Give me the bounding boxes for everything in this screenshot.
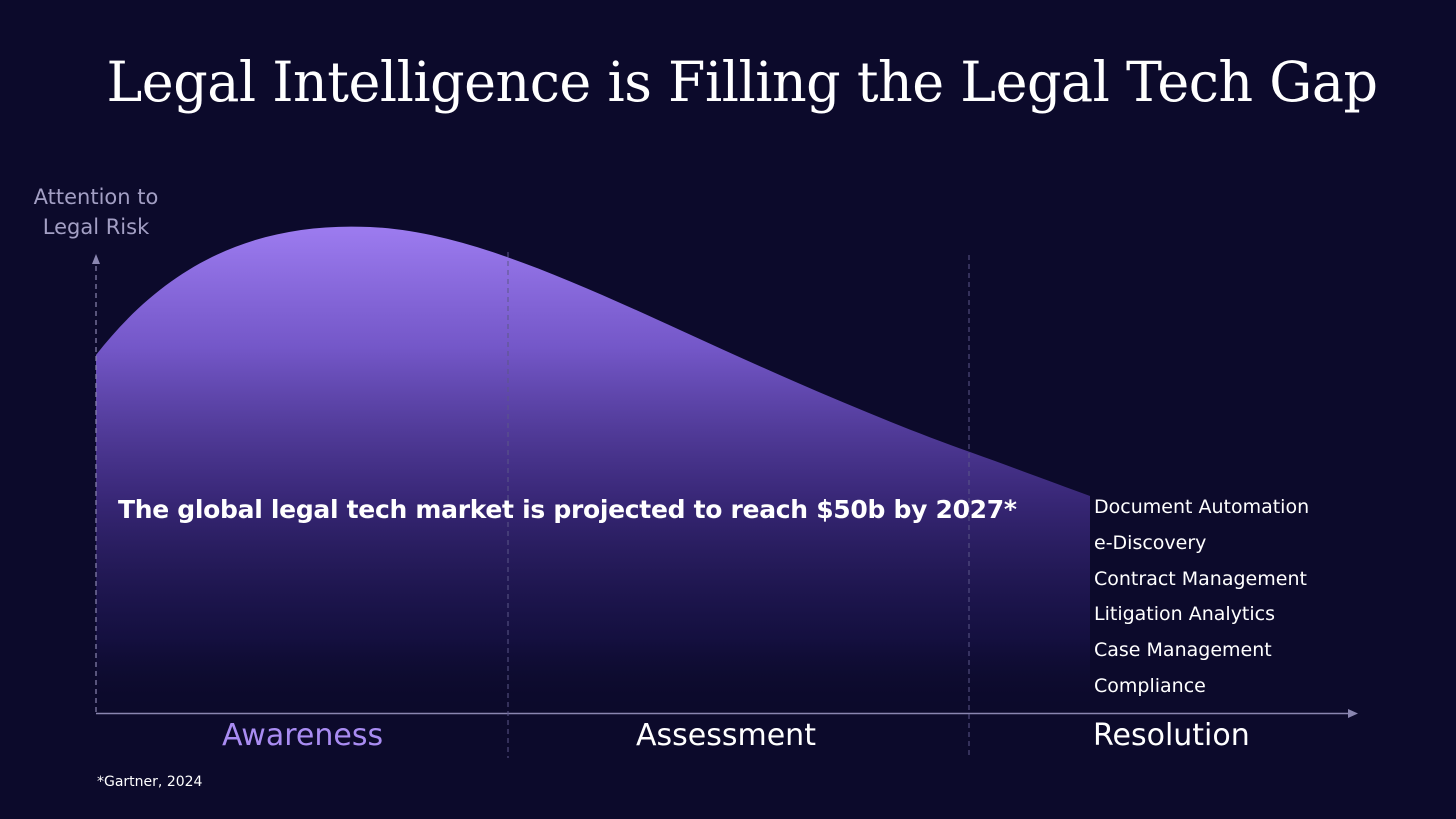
tech-category-item: Contract Management — [1094, 567, 1307, 590]
y-axis-label-line1: Attention to — [33, 185, 159, 209]
y-axis-label: Attention to Legal Risk — [20, 182, 172, 242]
slide-title: Legal Intelligence is Filling the Legal … — [106, 50, 1378, 114]
phase-label-awareness: Awareness — [222, 718, 384, 753]
y-axis-arrowhead — [92, 254, 100, 264]
attention-curve-area — [96, 226, 1090, 713]
x-axis-arrowhead — [1348, 709, 1358, 718]
tech-category-list: Document Automation e-Discovery Contract… — [1094, 491, 1309, 706]
market-projection-headline: The global legal tech market is projecte… — [118, 495, 1017, 524]
phase-label-resolution: Resolution — [1093, 718, 1250, 753]
tech-category-item: Document Automation — [1094, 496, 1310, 518]
tech-category-item: Litigation Analytics — [1094, 603, 1276, 626]
tech-category-item: Case Management — [1094, 639, 1272, 662]
source-footnote: *Gartner, 2024 — [97, 774, 203, 790]
tech-category-item: e-Discovery — [1094, 531, 1207, 554]
y-axis-label-line2: Legal Risk — [42, 215, 150, 239]
phase-label-assessment: Assessment — [636, 718, 816, 753]
tech-category-item: Compliance — [1094, 674, 1206, 697]
